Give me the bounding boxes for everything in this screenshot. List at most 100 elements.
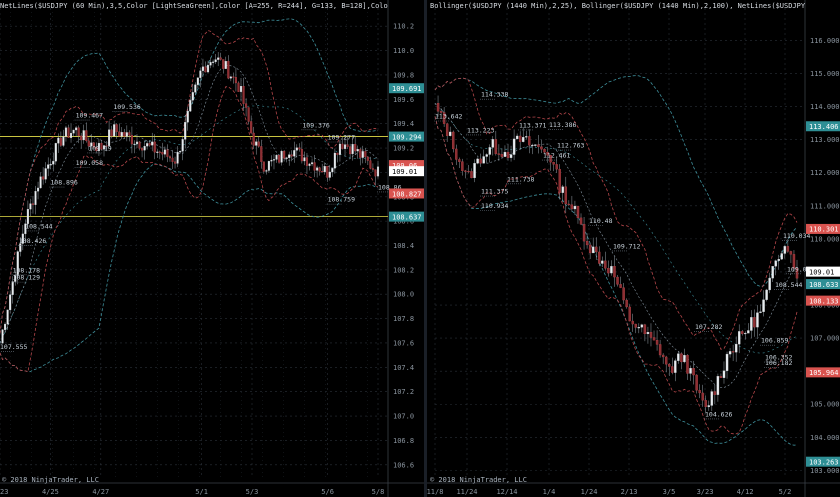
candle-body bbox=[87, 140, 90, 147]
price-marker bbox=[806, 223, 840, 234]
price-marker-label: 105.964 bbox=[809, 369, 839, 377]
candle-body bbox=[311, 162, 314, 165]
price-annotation: 112.461 bbox=[543, 152, 570, 160]
candle-body bbox=[37, 187, 40, 192]
candle-body bbox=[97, 142, 100, 152]
candle-body bbox=[26, 209, 29, 224]
candle-body bbox=[625, 299, 628, 308]
candle-body bbox=[341, 143, 344, 149]
y-tick-label: 114.000 bbox=[810, 103, 840, 111]
candle-body bbox=[166, 149, 169, 157]
candle-body bbox=[646, 332, 650, 335]
candle-body bbox=[485, 154, 488, 157]
daily-chart-panel[interactable]: 103.000104.000105.000106.000107.000108.0… bbox=[427, 0, 840, 497]
x-tick-label: 11/24 bbox=[456, 488, 477, 496]
candle-body bbox=[561, 186, 564, 193]
candle-body bbox=[500, 154, 504, 157]
candle-body bbox=[722, 370, 726, 378]
panel-splitter[interactable] bbox=[424, 0, 427, 497]
price-annotation: 108.178 bbox=[13, 266, 40, 274]
candle-body bbox=[300, 149, 303, 162]
candle-body bbox=[163, 149, 166, 155]
grid bbox=[0, 8, 388, 477]
candle-body bbox=[120, 132, 123, 137]
hourly-chart-panel[interactable]: 106.6 106.8 107.0 107.2 107.4 107.6 107.8 108.0… bbox=[0, 0, 424, 497]
candle-body bbox=[219, 57, 222, 60]
candle-body bbox=[313, 162, 316, 171]
price-marker bbox=[389, 83, 424, 94]
long-band-middle bbox=[0, 105, 379, 344]
candle-body bbox=[762, 299, 765, 312]
candle-body bbox=[750, 317, 753, 331]
candle-body bbox=[503, 151, 507, 157]
candle-body bbox=[680, 353, 683, 363]
candle-body bbox=[237, 82, 240, 92]
price-annotation: 108.544 bbox=[25, 222, 52, 230]
candle-body bbox=[130, 135, 133, 145]
candle-body bbox=[479, 158, 482, 164]
price-marker-label: 109.01 bbox=[809, 268, 834, 276]
candle-body bbox=[110, 129, 113, 137]
y-tick-label: 105.000 bbox=[810, 401, 840, 409]
candle-body bbox=[275, 154, 278, 160]
candle-body bbox=[194, 84, 197, 93]
candle-body bbox=[255, 141, 258, 146]
candle-body bbox=[664, 356, 668, 365]
y-tick-label: 108.6 bbox=[393, 218, 414, 226]
candle-body bbox=[631, 320, 634, 325]
candle-body bbox=[222, 59, 225, 69]
price-marker bbox=[389, 166, 424, 177]
candle-body bbox=[171, 157, 174, 162]
candle-body bbox=[214, 59, 217, 63]
candle-body bbox=[686, 354, 689, 374]
price-marker bbox=[806, 266, 840, 277]
short-band-lower bbox=[0, 86, 379, 373]
price-marker-label: 103.263 bbox=[809, 458, 839, 466]
long-band-upper bbox=[434, 75, 798, 287]
candle-body bbox=[359, 149, 362, 158]
candle-body bbox=[439, 111, 443, 113]
y-tick-label: 106.8 bbox=[393, 437, 414, 445]
price-annotation: 109.376 bbox=[302, 121, 329, 129]
candle-body bbox=[196, 77, 199, 85]
long-band-middle bbox=[434, 103, 798, 354]
candle-body bbox=[118, 131, 121, 137]
price-annotation: 110.934 bbox=[481, 202, 508, 210]
candle-body bbox=[476, 158, 479, 164]
candle-body bbox=[191, 92, 194, 101]
candle-body bbox=[303, 157, 306, 162]
candle-body bbox=[133, 143, 136, 145]
candle-body bbox=[108, 129, 111, 146]
candle-body bbox=[229, 76, 232, 79]
candle-body bbox=[731, 351, 735, 353]
candle-body bbox=[567, 203, 571, 205]
x-tick-label: 4/23 bbox=[0, 488, 8, 496]
candle-body bbox=[100, 142, 103, 150]
candle-body bbox=[534, 144, 537, 146]
price-marker bbox=[389, 188, 424, 199]
candle-body bbox=[201, 66, 204, 71]
candle-body bbox=[771, 266, 774, 279]
candle-body bbox=[741, 331, 744, 334]
candle-body bbox=[634, 323, 637, 328]
daily-chart[interactable]: 103.000104.000105.000106.000107.000108.0… bbox=[427, 0, 840, 497]
y-tick-label: 110.2 bbox=[393, 23, 414, 31]
candle-body bbox=[436, 103, 440, 112]
candle-body bbox=[123, 132, 126, 137]
price-marker-label: 109.01 bbox=[392, 168, 417, 176]
price-annotation: 112.763 bbox=[557, 142, 584, 150]
candle-body bbox=[704, 400, 707, 408]
candle-body bbox=[564, 186, 568, 205]
candle-body bbox=[338, 143, 341, 155]
candle-body bbox=[105, 145, 108, 147]
candle-body bbox=[351, 144, 354, 155]
candle-body bbox=[21, 233, 24, 244]
price-annotation: 109.712 bbox=[613, 242, 640, 250]
y-tick-label: 103.000 bbox=[810, 467, 840, 475]
hourly-chart[interactable]: 106.6 106.8 107.0 107.2 107.4 107.6 107.8 108.0… bbox=[0, 0, 424, 497]
candle-body bbox=[72, 129, 75, 134]
short-band-upper bbox=[434, 77, 798, 350]
candle-body bbox=[707, 405, 710, 408]
candle-body bbox=[506, 151, 510, 158]
price-marker bbox=[806, 121, 840, 132]
